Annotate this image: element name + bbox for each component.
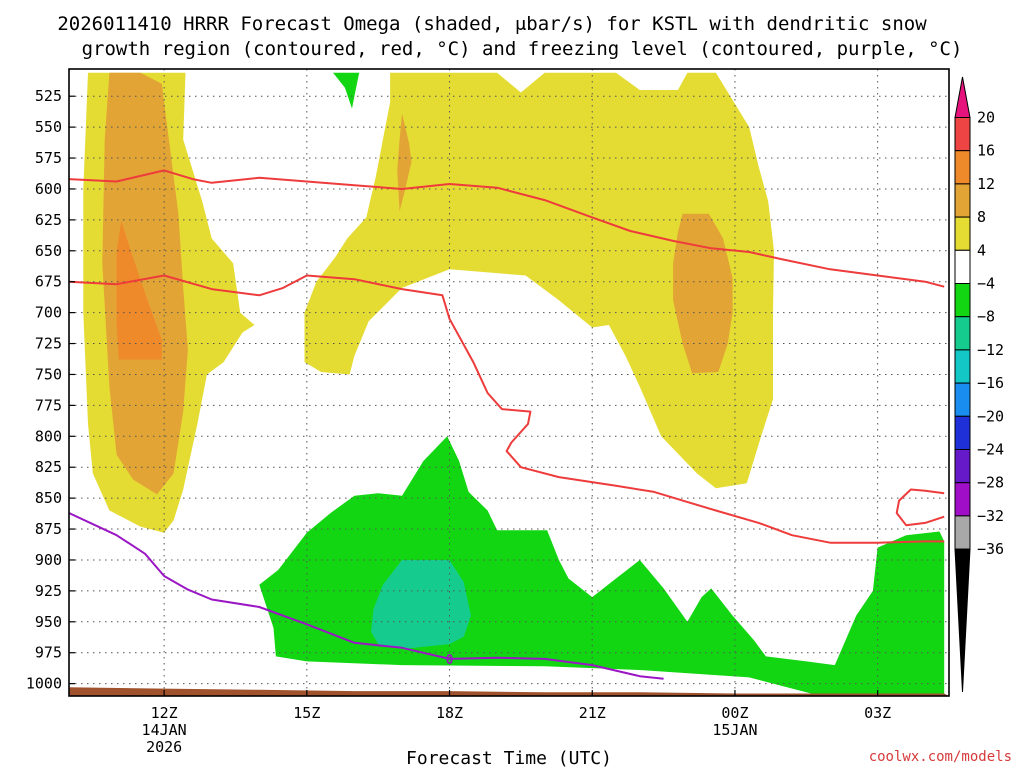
y-tick-label: 950 <box>35 613 62 631</box>
chart-title-line2: growth region (contoured, red, °C) and f… <box>82 38 963 60</box>
colorbar-bin <box>954 283 971 318</box>
y-tick-label: 700 <box>35 304 62 322</box>
colorbar-bin <box>954 449 971 484</box>
colorbar-label: −28 <box>977 474 1004 492</box>
dgz-contour-0 <box>69 169 945 288</box>
colorbar-bin <box>954 183 971 218</box>
omega-region-3 <box>116 221 162 360</box>
colorbar: 20 16 12 8 4 −4 −8 −12 −16 −20 −24 −28 −32 −36 <box>954 76 1004 693</box>
colorbar-label: 8 <box>977 208 986 226</box>
colorbar-bin <box>954 515 971 550</box>
colorbar-bin <box>954 150 971 185</box>
colorbar-bin <box>954 76 971 118</box>
colorbar-label: 4 <box>977 241 986 259</box>
colorbar-bin <box>954 249 971 285</box>
omega-region-1 <box>304 72 774 489</box>
colorbar-label: −4 <box>977 275 995 293</box>
y-tick-label: 800 <box>35 427 62 445</box>
y-tick-label: 625 <box>35 211 62 229</box>
colorbar-bin <box>954 482 971 517</box>
y-tick-label: 550 <box>35 118 62 136</box>
omega-region-4 <box>397 113 412 212</box>
ground-terrain <box>69 687 949 696</box>
colorbar-label: 12 <box>977 175 995 193</box>
dgz-contour-1 <box>69 274 945 544</box>
plot-frame <box>68 68 950 697</box>
y-tick-label: 900 <box>35 551 62 569</box>
x-tick-label: 15Z <box>293 704 320 722</box>
y-tick-label: 825 <box>35 458 62 476</box>
site-credit: coolwx.com/models <box>869 749 1012 765</box>
x-tick-label: 2026 <box>146 738 182 756</box>
y-axis: 525 550 575 600 625 650 675 700 725 750 775 800 825 8… <box>26 87 75 693</box>
colorbar-bin <box>954 216 971 251</box>
x-axis-label: Forecast Time (UTC) <box>406 748 612 768</box>
x-tick-label: 21Z <box>579 704 606 722</box>
y-tick-label: 675 <box>35 273 62 291</box>
y-tick-label: 1000 <box>26 675 62 693</box>
omega-region-7 <box>259 436 945 696</box>
colorbar-bin <box>954 415 971 450</box>
colorbar-label: −16 <box>977 374 1004 392</box>
x-tick-label: 03Z <box>864 704 891 722</box>
freezing-level-contour <box>69 512 664 680</box>
y-tick-label: 750 <box>35 365 62 383</box>
y-tick-label: 650 <box>35 242 62 260</box>
plot-area <box>69 72 949 696</box>
colorbar-label: −20 <box>977 407 1004 425</box>
y-tick-label: 575 <box>35 149 62 167</box>
omega-region-6 <box>333 72 360 109</box>
x-tick-label: 15JAN <box>712 721 757 739</box>
colorbar-label: −8 <box>977 308 995 326</box>
y-tick-label: 850 <box>35 489 62 507</box>
y-tick-label: 975 <box>35 644 62 662</box>
x-tick-label: 00Z <box>721 704 748 722</box>
grid-lines <box>69 69 949 696</box>
omega-region-2 <box>102 72 188 495</box>
omega-region-8 <box>371 560 471 649</box>
y-tick-label: 725 <box>35 335 62 353</box>
colorbar-bin <box>954 349 971 384</box>
y-tick-label: 525 <box>35 87 62 105</box>
chart-title-line1: 2026011410 HRRR Forecast Omega (shaded, … <box>57 13 927 35</box>
x-tick-label: 18Z <box>436 704 463 722</box>
x-tick-label: 12Z <box>151 704 178 722</box>
colorbar-label: 16 <box>977 142 995 160</box>
colorbar-bin <box>954 117 971 152</box>
colorbar-label: −24 <box>977 441 1004 459</box>
dgz-contour-2 <box>895 488 945 527</box>
colorbar-bin <box>954 548 971 693</box>
colorbar-label: −12 <box>977 341 1004 359</box>
contour-lines: 0 <box>69 169 945 680</box>
y-tick-label: 775 <box>35 396 62 414</box>
colorbar-label: 20 <box>977 109 995 127</box>
y-tick-label: 925 <box>35 582 62 600</box>
x-tick-label: 14JAN <box>142 721 187 739</box>
colorbar-label: −32 <box>977 507 1004 525</box>
colorbar-label: −36 <box>977 540 1004 558</box>
y-tick-label: 600 <box>35 180 62 198</box>
y-tick-label: 875 <box>35 520 62 538</box>
freezing-level-label: 0 <box>446 653 454 668</box>
colorbar-bin <box>954 316 971 351</box>
omega-region-5 <box>673 213 733 374</box>
colorbar-bin <box>954 382 971 417</box>
